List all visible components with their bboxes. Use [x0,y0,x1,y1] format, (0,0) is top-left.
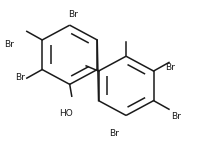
Text: Br: Br [108,129,118,138]
Text: Br: Br [170,112,180,121]
Text: Br: Br [164,63,174,72]
Text: Br: Br [15,73,24,82]
Text: HO: HO [59,109,72,118]
Text: Br: Br [68,10,77,19]
Text: Br: Br [4,40,14,49]
